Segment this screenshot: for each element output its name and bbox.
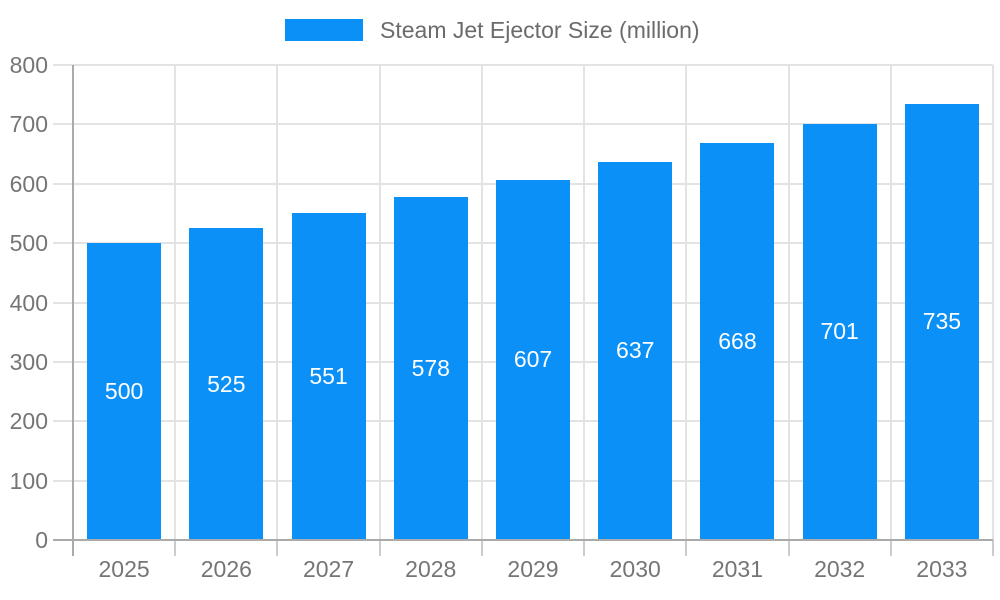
bar-value-label: 637 (616, 337, 655, 364)
gridline-vertical (480, 65, 483, 540)
y-tick-label: 700 (9, 111, 48, 138)
x-axis-tick (276, 540, 279, 556)
bar: 551 (291, 212, 366, 540)
x-tick-label: 2033 (916, 556, 968, 582)
bar-value-label: 525 (207, 370, 246, 397)
x-axis-tick (480, 540, 483, 556)
gridline-vertical (276, 65, 279, 540)
y-tick-label: 200 (9, 408, 48, 435)
gridline-vertical (378, 65, 381, 540)
bar-value-label: 578 (411, 354, 450, 381)
x-axis-tick (787, 540, 790, 556)
x-tick-label: 2032 (814, 556, 866, 582)
gridline-vertical (992, 65, 994, 540)
bar: 668 (700, 143, 775, 540)
x-axis-tick (992, 540, 994, 556)
bar-value-label: 735 (922, 308, 962, 335)
x-tick-label: 2031 (711, 556, 764, 582)
x-tick-label: 2030 (609, 556, 661, 582)
y-tick-label: 100 (9, 467, 48, 494)
x-axis-tick (583, 540, 586, 556)
bar: 525 (189, 228, 264, 540)
bar-value-label: 701 (820, 318, 859, 345)
gridline-horizontal (53, 64, 993, 66)
x-axis-tick (378, 540, 381, 556)
x-axis-tick (685, 540, 688, 556)
gridline-vertical (583, 65, 586, 540)
x-tick-label: 2028 (405, 556, 457, 582)
y-tick-label: 400 (9, 289, 48, 316)
legend-label: Steam Jet Ejector Size (million) (380, 16, 700, 43)
y-tick-label: 0 (35, 527, 48, 553)
x-tick-label: 2029 (507, 556, 559, 582)
gridline-vertical (787, 65, 790, 540)
bar: 500 (87, 243, 162, 540)
x-tick-label: 2025 (98, 556, 150, 582)
bar: 637 (598, 161, 673, 540)
bar-value-label: 500 (104, 378, 144, 405)
gridline-horizontal (53, 123, 993, 126)
bar-value-label: 668 (718, 328, 757, 355)
y-tick-label: 600 (9, 170, 48, 197)
y-tick-label: 300 (9, 348, 48, 375)
x-axis-tick (889, 540, 892, 556)
plot-area: 500 525 551 578 607 637 668 701 735 (53, 64, 994, 540)
x-tick-label: 2027 (302, 556, 355, 582)
y-tick-label: 800 (9, 52, 48, 78)
x-axis-tick (174, 540, 177, 556)
bar: 607 (496, 179, 570, 540)
gridline-vertical (685, 65, 688, 540)
x-axis-line (53, 539, 993, 541)
x-tick-label: 2026 (200, 556, 252, 582)
legend-item[interactable]: Steam Jet Ejector Size (million) (285, 15, 700, 45)
gridline-vertical (174, 65, 177, 540)
bar-value-label: 551 (309, 362, 348, 389)
gridline-vertical (889, 65, 892, 540)
bar-value-label: 607 (513, 346, 553, 373)
y-tick-label: 500 (9, 230, 48, 257)
bar: 578 (393, 196, 468, 540)
y-axis-line (72, 65, 74, 556)
bar: 701 (802, 123, 877, 540)
legend-swatch (285, 19, 363, 41)
bar: 735 (904, 103, 979, 540)
